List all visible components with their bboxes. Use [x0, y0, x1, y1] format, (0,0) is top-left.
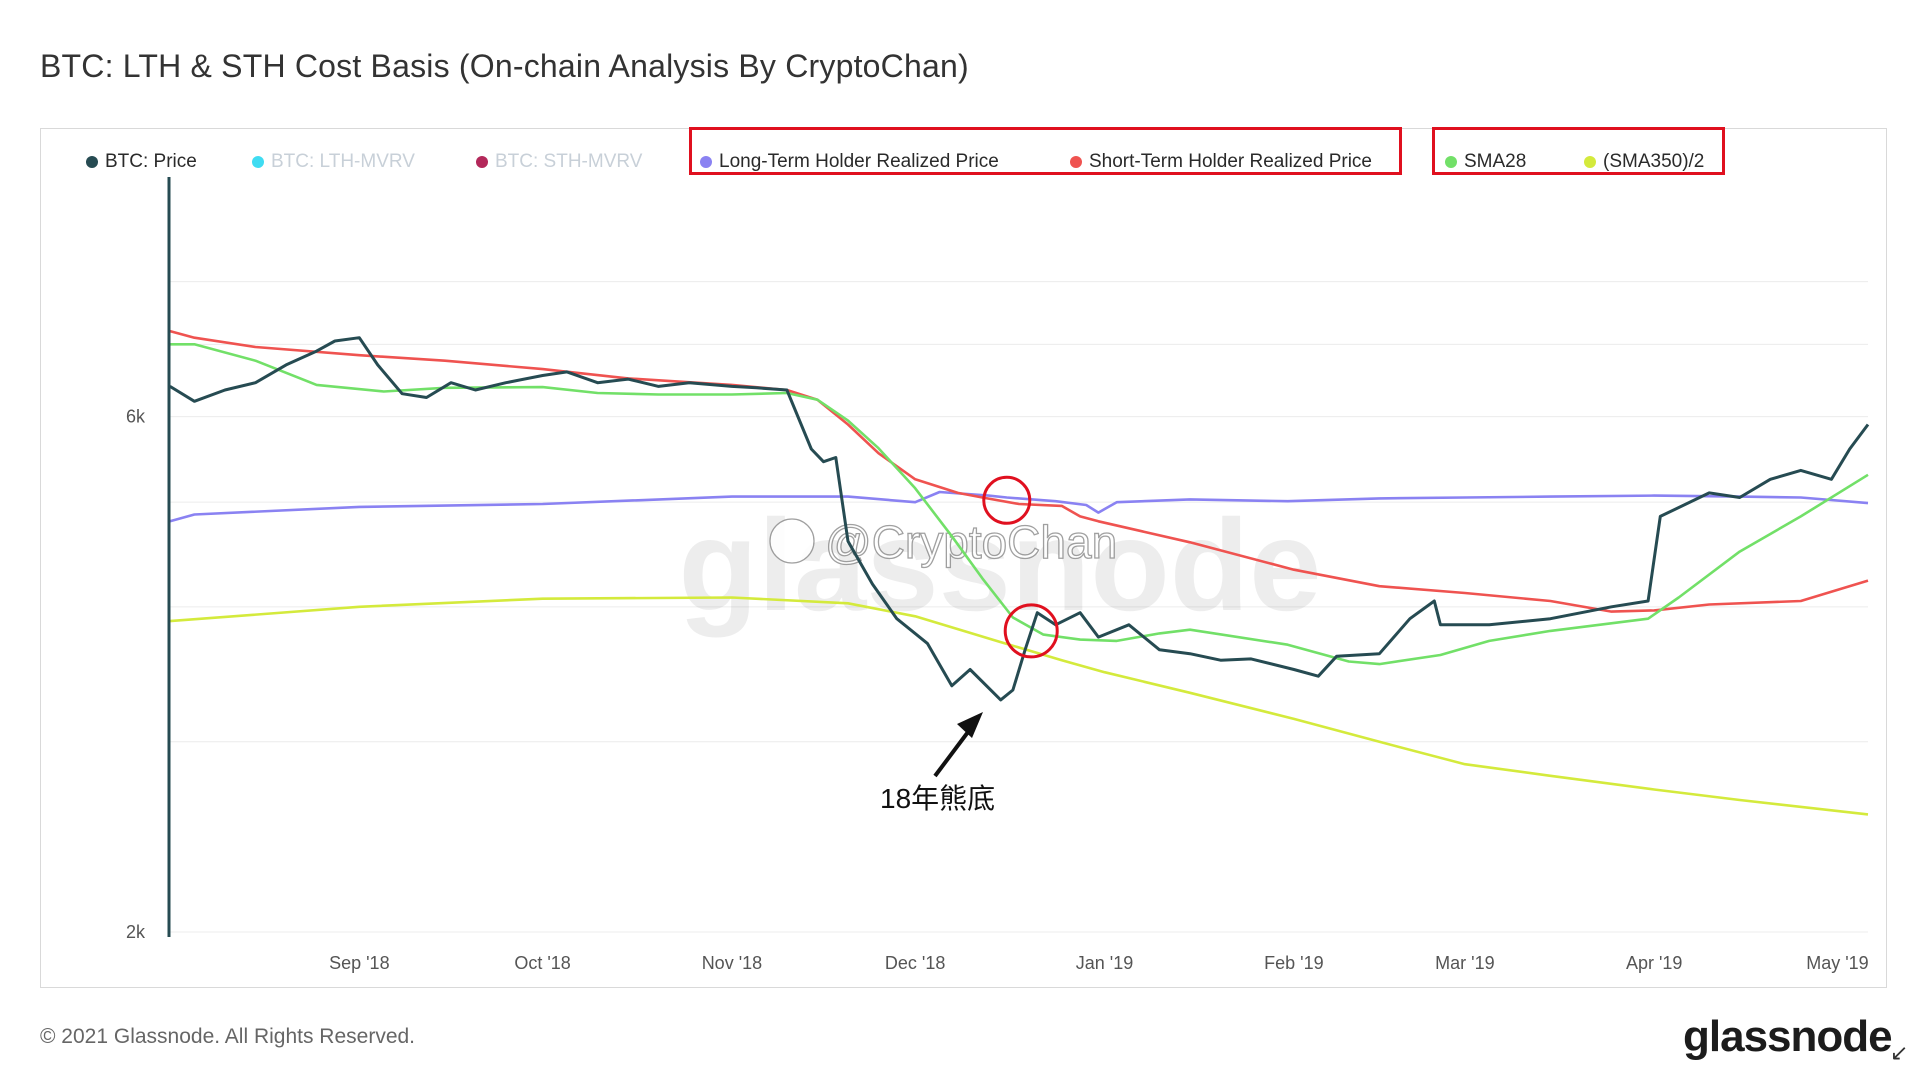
x-tick-label: Oct '18	[514, 953, 570, 973]
series-group	[169, 329, 1870, 816]
legend-item-sma28[interactable]: SMA28	[1445, 147, 1526, 177]
collapse-icon[interactable]: ↙	[1890, 1040, 1909, 1065]
legend-dot-icon	[476, 156, 488, 168]
legend-dot-icon	[700, 156, 712, 168]
y-axis-labels: 2k 6k	[126, 407, 146, 942]
legend-dot-icon	[252, 156, 264, 168]
legend-dot-icon	[1445, 156, 1457, 168]
x-tick-label: May '19	[1806, 953, 1868, 973]
legend-item-lth-realized-price[interactable]: Long-Term Holder Realized Price	[700, 147, 999, 177]
highlight-box-realized-prices	[689, 127, 1402, 175]
weibo-icon	[769, 518, 815, 564]
page-title: BTC: LTH & STH Cost Basis (On-chain Anal…	[40, 48, 969, 84]
x-tick-label: Sep '18	[329, 953, 390, 973]
x-axis-labels: Sep '18 Oct '18 Nov '18 Dec '18 Jan '19 Feb '…	[329, 953, 1869, 973]
x-tick-label: Mar '19	[1435, 953, 1494, 973]
series-line-sma350-2	[169, 596, 1869, 816]
weibo-watermark: @CryptoChan	[825, 516, 1117, 568]
legend-item-btc-price[interactable]: BTC: Price	[86, 147, 197, 177]
annotation-circle-sma-cross	[1003, 603, 1059, 659]
y-tick-label: 2k	[126, 922, 146, 942]
x-tick-label: Feb '19	[1264, 953, 1323, 973]
series-line-short-term-holder-realized-price	[169, 329, 1869, 613]
legend-dot-icon	[1584, 156, 1596, 168]
annotation-arrow-head-icon	[957, 712, 983, 738]
watermark-text: glassnode	[679, 492, 1322, 638]
legend-item-lth-mvrv[interactable]: BTC: LTH-MVRV	[252, 147, 415, 177]
annotation-circle-sth-lth-cross	[982, 475, 1032, 525]
legend-dot-icon	[86, 156, 98, 168]
highlight-box-sma	[1432, 127, 1725, 175]
series-line-sma28	[170, 342, 1869, 666]
legend-item-sth-realized-price[interactable]: Short-Term Holder Realized Price	[1070, 147, 1372, 177]
legend-dot-icon	[1070, 156, 1082, 168]
footer-copyright: © 2021 Glassnode. All Rights Reserved.	[40, 1025, 416, 1048]
legend-item-sth-mvrv[interactable]: BTC: STH-MVRV	[476, 147, 642, 177]
series-line-long-term-holder-realized-price	[169, 490, 1869, 523]
x-tick-label: Dec '18	[885, 953, 945, 973]
x-tick-label: Nov '18	[702, 953, 762, 973]
annotation-label: 18年熊底	[880, 783, 995, 814]
watermark: glassnode @CryptoChan	[679, 492, 1322, 638]
legend-item-sma350-half[interactable]: (SMA350)/2	[1584, 147, 1704, 177]
y-tick-label: 6k	[126, 407, 146, 427]
x-tick-label: Jan '19	[1076, 953, 1133, 973]
x-tick-label: Apr '19	[1626, 953, 1682, 973]
glassnode-logo: glassnode	[1683, 1012, 1893, 1061]
series-line-btc-price	[169, 336, 1870, 702]
annotation-group: 18年熊底	[880, 475, 1059, 814]
